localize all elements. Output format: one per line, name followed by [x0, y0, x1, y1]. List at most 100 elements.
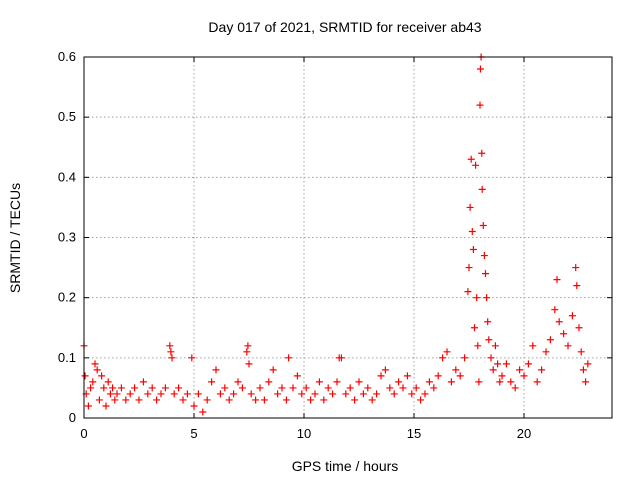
data-point — [430, 384, 438, 392]
data-point — [464, 288, 472, 296]
data-point — [399, 384, 407, 392]
x-tick-label: 10 — [297, 426, 311, 441]
data-point — [183, 390, 191, 398]
y-tick-label: 0.3 — [58, 230, 76, 245]
data-point — [386, 384, 394, 392]
data-point — [342, 390, 350, 398]
data-point — [161, 384, 169, 392]
data-point — [390, 390, 398, 398]
x-axis-label: GPS time / hours — [292, 458, 399, 474]
data-point — [102, 402, 110, 410]
data-point — [234, 378, 242, 386]
data-point — [496, 378, 504, 386]
data-point — [320, 396, 328, 404]
x-tick-label: 5 — [190, 426, 197, 441]
data-point — [84, 402, 92, 410]
data-point — [122, 396, 130, 404]
data-point — [311, 390, 319, 398]
data-point — [329, 390, 337, 398]
data-point — [568, 312, 576, 320]
data-point — [315, 378, 323, 386]
data-point — [485, 336, 493, 344]
y-tick-label: 0.6 — [58, 49, 76, 64]
y-axis-label: SRMTID / TECUs — [7, 183, 23, 293]
y-tick-label: 0.1 — [58, 350, 76, 365]
plot-frame — [83, 56, 613, 419]
data-point — [194, 390, 202, 398]
data-point — [126, 390, 134, 398]
chart-title: Day 017 of 2021, SRMTID for receiver ab4… — [208, 19, 481, 35]
data-point — [95, 396, 103, 404]
data-point — [109, 384, 117, 392]
data-point — [260, 396, 268, 404]
data-point — [203, 396, 211, 404]
data-point — [564, 342, 572, 350]
data-point — [135, 396, 143, 404]
data-point — [307, 396, 315, 404]
data-point — [221, 384, 229, 392]
data-point — [516, 366, 524, 374]
data-point — [482, 270, 489, 278]
data-point — [117, 384, 125, 392]
data-point — [452, 366, 460, 374]
data-point — [473, 294, 481, 302]
data-point — [502, 360, 510, 368]
data-point — [480, 252, 488, 260]
data-point — [551, 306, 559, 314]
data-point — [175, 384, 183, 392]
data-point — [412, 384, 420, 392]
data-point — [478, 185, 486, 193]
data-point — [560, 330, 568, 338]
data-point — [533, 378, 541, 386]
data-point — [443, 348, 451, 356]
data-point — [179, 396, 187, 404]
x-tick-label: 20 — [517, 426, 531, 441]
data-point — [289, 384, 297, 392]
data-point — [153, 396, 161, 404]
x-tick-label: 0 — [80, 426, 87, 441]
data-point — [507, 378, 515, 386]
data-point — [447, 378, 455, 386]
data-point — [168, 354, 176, 362]
data-point — [456, 372, 464, 380]
data-point — [89, 378, 97, 386]
data-point — [188, 354, 196, 362]
data-point — [265, 378, 273, 386]
data-point — [199, 408, 207, 416]
data-point — [93, 366, 101, 374]
data-point — [285, 354, 293, 362]
data-point — [190, 402, 198, 410]
data-point — [111, 396, 119, 404]
y-tick-label: 0.2 — [58, 290, 76, 305]
data-point — [81, 372, 89, 380]
data-point — [487, 354, 495, 362]
data-point — [373, 390, 381, 398]
y-tick-label: 0.5 — [58, 109, 76, 124]
data-point — [100, 384, 108, 392]
data-point — [351, 396, 359, 404]
y-tick-label: 0.4 — [58, 169, 76, 184]
data-point — [346, 384, 354, 392]
data-point — [476, 65, 484, 73]
data-point — [491, 342, 499, 350]
grid — [84, 57, 612, 418]
data-point — [144, 390, 152, 398]
data-point — [212, 366, 220, 374]
data-point — [475, 378, 483, 386]
data-point — [573, 282, 581, 290]
data-point — [368, 396, 376, 404]
data-points — [80, 53, 592, 416]
ticks: 0 5 10 15 20 0 0.1 0.2 0.3 0.4 0.5 0.6 — [58, 49, 612, 441]
data-point — [238, 384, 246, 392]
data-point — [302, 384, 310, 392]
data-point — [511, 384, 519, 392]
data-point — [465, 264, 473, 272]
data-point — [553, 276, 561, 284]
data-point — [91, 360, 99, 368]
data-point — [498, 372, 506, 380]
data-point — [381, 366, 389, 374]
data-point — [555, 318, 563, 326]
data-point — [274, 390, 282, 398]
data-point — [417, 396, 425, 404]
